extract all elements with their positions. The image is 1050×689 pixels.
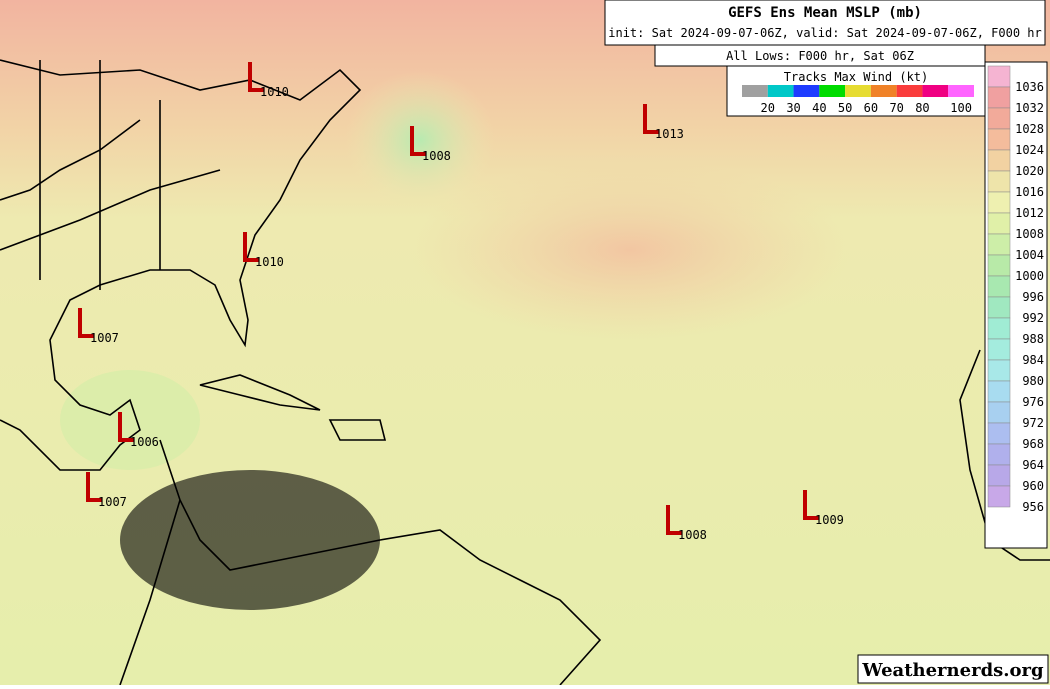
colorbar-cell: [987, 359, 1011, 382]
colorbar-label: 976: [1022, 395, 1044, 409]
lows-title: All Lows: F000 hr, Sat 06Z: [726, 49, 914, 63]
colorbar-cell: [987, 401, 1011, 424]
colorbar-label: 972: [1022, 416, 1044, 430]
low-marker: [666, 505, 682, 535]
wind-color: [948, 85, 974, 97]
subtitle: init: Sat 2024-09-07-06Z, valid: Sat 202…: [608, 26, 1041, 40]
low-label: 1006: [130, 435, 159, 449]
low-marker: [78, 308, 94, 338]
low-label: 1007: [90, 331, 119, 345]
colorbar-label: 1004: [1015, 248, 1044, 262]
colorbar-label: 964: [1022, 458, 1044, 472]
watermark-box: [857, 654, 1049, 684]
colorbar-label: 1000: [1015, 269, 1044, 283]
low-label: 1013: [655, 127, 684, 141]
wind-color: [845, 85, 871, 97]
colorbar-cell: [987, 464, 1011, 487]
low-area: [345, 70, 495, 210]
low-label: 1009: [815, 513, 844, 527]
colorbar-cell: [987, 317, 1011, 340]
low-label: 1007: [98, 495, 127, 509]
colorbar-label: 968: [1022, 437, 1044, 451]
title: GEFS Ens Mean MSLP (mb): [728, 5, 922, 21]
wind-color: [819, 85, 846, 97]
wind-label: 50: [838, 101, 852, 115]
low-marker: [243, 232, 259, 262]
colorbar-cell: [987, 485, 1011, 508]
colorbar-cell: [987, 86, 1011, 109]
wind-legend-title: Tracks Max Wind (kt): [784, 70, 929, 84]
low-marker: [803, 490, 819, 520]
colorbar-label: 984: [1022, 353, 1044, 367]
low-label: 1010: [260, 85, 289, 99]
colorbar-cell: [987, 170, 1011, 193]
colorbar-cell: [987, 338, 1011, 361]
colorbar-label: 1012: [1015, 206, 1044, 220]
low-label: 1008: [678, 528, 707, 542]
low-marker: [118, 412, 134, 442]
wind-color: [896, 85, 923, 97]
wind-label: 20: [761, 101, 775, 115]
colorbar-cell: [987, 233, 1011, 256]
colorbar-label: 992: [1022, 311, 1044, 325]
wind-color: [870, 85, 897, 97]
colorbar-label: 1032: [1015, 101, 1044, 115]
colorbar-cell: [987, 65, 1011, 88]
colorbar-cell: [987, 212, 1011, 235]
low-marker: [643, 104, 659, 134]
high-area: [410, 160, 850, 340]
colorbar-cell: [987, 380, 1011, 403]
colorbar-label: 960: [1022, 479, 1044, 493]
coastlines: [0, 59, 1050, 686]
colorbar-label: 1016: [1015, 185, 1044, 199]
colorbar-label: 980: [1022, 374, 1044, 388]
colorbar-label: 956: [1022, 500, 1044, 514]
low-area: [60, 370, 200, 470]
title-box: GEFS Ens Mean MSLP (mb) init: Sat 2024-0…: [604, 0, 1046, 117]
colorbar-label: 1020: [1015, 164, 1044, 178]
low-marker: [410, 126, 426, 156]
wind-label: 80: [915, 101, 929, 115]
colorbar-cell: [987, 443, 1011, 466]
colorbar-label: 996: [1022, 290, 1044, 304]
wind-color: [922, 85, 949, 97]
low-label: 1008: [422, 149, 451, 163]
low-marker: [86, 472, 102, 502]
wind-label: 30: [786, 101, 800, 115]
wind-label: 100: [950, 101, 972, 115]
pressure-colorbar: 1036 1032 1028 1024 1020 1016 1012 1008 1004 1000…: [984, 61, 1048, 549]
colorbar-cell: [987, 128, 1011, 151]
colorbar-cell: [987, 107, 1011, 130]
lows: 1010 1013 1008 1010 1007 1006 1007 1008 1009: [78, 62, 844, 542]
watermark: Weathernerds.org: [861, 660, 1044, 681]
colorbar-cell: [987, 191, 1011, 214]
wind-label: 60: [864, 101, 878, 115]
colorbar-label: 1024: [1015, 143, 1044, 157]
colorbar-label: 988: [1022, 332, 1044, 346]
colorbar-label: 1028: [1015, 122, 1044, 136]
colorbar-label: 1008: [1015, 227, 1044, 241]
wind-color: [793, 85, 820, 97]
colorbar-cell: [987, 254, 1011, 277]
wind-color: [767, 85, 794, 97]
wind-color: [742, 85, 768, 97]
colorbar-cell: [987, 422, 1011, 445]
wind-legend: 20 30 40 50 60 70 80 100: [742, 85, 974, 115]
low-marker: [248, 62, 264, 92]
colorbar-cell: [987, 275, 1011, 298]
colorbar-cell: [987, 296, 1011, 319]
wind-label: 70: [889, 101, 903, 115]
low-area: [120, 470, 380, 610]
colorbar-label: 1036: [1015, 80, 1044, 94]
wind-label: 40: [812, 101, 826, 115]
low-label: 1010: [255, 255, 284, 269]
colorbar-cell: [987, 149, 1011, 172]
